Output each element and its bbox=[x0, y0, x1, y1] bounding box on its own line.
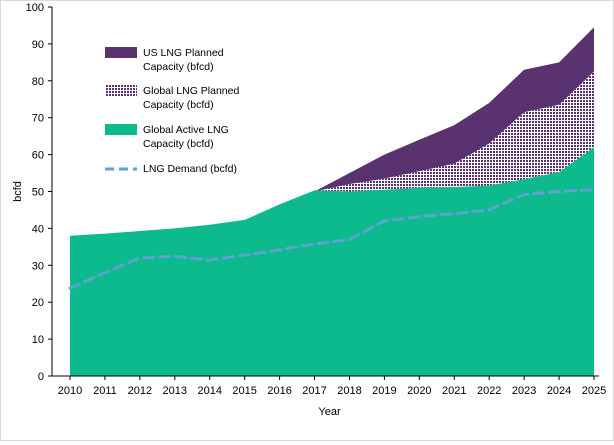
y-axis-title: bcfd bbox=[12, 181, 24, 202]
x-tick-label: 2024 bbox=[547, 385, 571, 397]
legend-swatch bbox=[105, 124, 137, 135]
x-tick-label: 2018 bbox=[337, 385, 361, 397]
legend-item: US LNG Planned Capacity (bfcd) bbox=[105, 47, 224, 73]
x-tick-label: 2014 bbox=[197, 385, 221, 397]
x-tick-label: 2025 bbox=[582, 385, 606, 397]
area-global-lng-planned bbox=[314, 71, 594, 192]
y-tick-label: 60 bbox=[32, 150, 44, 162]
x-tick-label: 2013 bbox=[163, 385, 187, 397]
x-tick-label: 2021 bbox=[442, 385, 466, 397]
demand-line-layer bbox=[68, 188, 596, 290]
legend-item: LNG Demand (bcfd) bbox=[105, 163, 237, 175]
x-tick-label: 2011 bbox=[93, 385, 117, 397]
legend-label: LNG Demand (bcfd) bbox=[143, 163, 237, 175]
axes-layer: 0 10 20 30 40 50 60 70 80 90 100 2010 2011 2012 2013 20… bbox=[12, 2, 606, 418]
areas-layer bbox=[70, 27, 594, 376]
x-tick-label: 2023 bbox=[512, 385, 536, 397]
x-axis-title: Year bbox=[318, 406, 341, 418]
line-lng-demand bbox=[68, 188, 596, 290]
x-tick-label: 2015 bbox=[232, 385, 256, 397]
legend: US LNG Planned Capacity (bfcd) Global LNG … bbox=[105, 47, 239, 175]
legend-label: US LNG Planned Capacity (bfcd) bbox=[143, 47, 224, 73]
y-tick-label: 40 bbox=[32, 223, 44, 235]
legend-swatch bbox=[105, 85, 137, 96]
y-tick-label: 90 bbox=[32, 39, 44, 51]
y-tick-label: 30 bbox=[32, 260, 44, 272]
x-tick-label: 2010 bbox=[58, 385, 82, 397]
y-tick-label: 0 bbox=[38, 371, 44, 383]
x-tick-label: 2016 bbox=[267, 385, 291, 397]
legend-swatch bbox=[105, 47, 137, 58]
x-tick-label: 2022 bbox=[477, 385, 501, 397]
y-tick-label: 50 bbox=[32, 187, 44, 199]
y-tick-label: 80 bbox=[32, 76, 44, 88]
x-tick-label: 2020 bbox=[407, 385, 431, 397]
y-tick-label: 20 bbox=[32, 297, 44, 309]
legend-item: Global Active LNG Capacity (bcfd) bbox=[105, 124, 229, 150]
y-tick-label: 70 bbox=[32, 113, 44, 125]
x-tick-label: 2012 bbox=[128, 385, 152, 397]
area-global-active-lng bbox=[70, 147, 594, 376]
legend-item: Global LNG Planned Capacity (bcfd) bbox=[105, 85, 239, 111]
x-tick-label: 2017 bbox=[302, 385, 326, 397]
y-tick-label: 10 bbox=[32, 334, 44, 346]
legend-label: Global Active LNG Capacity (bcfd) bbox=[143, 124, 229, 150]
legend-label: Global LNG Planned Capacity (bcfd) bbox=[143, 85, 239, 111]
y-tick-label: 100 bbox=[26, 2, 44, 14]
area-us-lng-planned bbox=[314, 27, 594, 192]
x-tick-label: 2019 bbox=[372, 385, 396, 397]
